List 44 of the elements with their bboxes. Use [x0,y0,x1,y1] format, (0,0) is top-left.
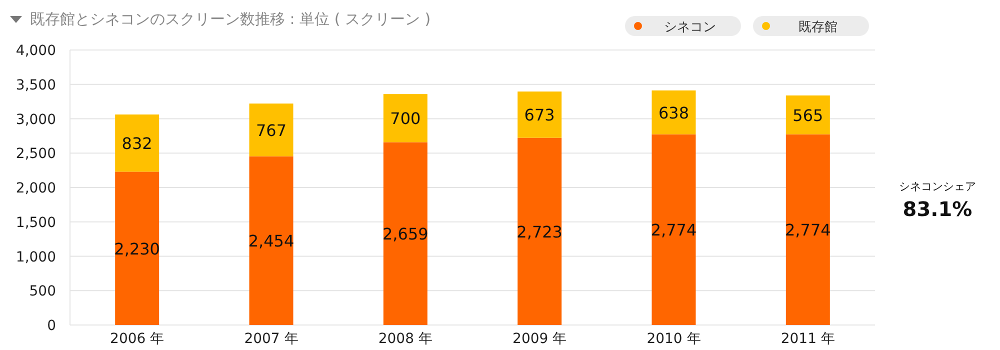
y-tick-label: 1,500 [16,214,56,231]
data-label: 2,230 [114,239,160,258]
x-tick-label: 2006 年 [110,331,164,347]
data-label: 767 [256,120,287,140]
y-tick-label: 2,500 [16,146,56,162]
bar [383,94,428,142]
y-tick-label: 4,000 [16,43,56,59]
bar [383,142,428,325]
y-tick-label: 0 [47,318,56,334]
bar [652,134,696,325]
data-label: 2,454 [248,232,294,251]
data-label: 565 [792,106,824,125]
legend-label: 既存館 [798,20,838,35]
x-tick-label: 2009 年 [512,331,567,347]
x-tick-label: 2007 年 [244,331,298,347]
y-tick-label: 3,500 [16,77,56,94]
text: 83.1% [902,197,972,221]
bar [115,172,160,325]
y-tick-label: 2,000 [16,180,56,196]
bar [249,104,294,156]
data-label: 700 [390,109,421,128]
legend-label: シネコン [664,20,716,35]
bar [518,92,562,138]
bar [786,95,830,134]
data-label: 2,774 [650,220,697,240]
y-tick-label: 3,000 [16,112,56,128]
data-label: 2,774 [785,220,831,240]
bar [518,138,562,325]
text: シネコンシェア [899,180,976,193]
chart-title: 既存館とシネコンのスクリーン数推移 : 単位 ( スクリーン ) [30,10,431,28]
bar [115,114,160,172]
data-label: 673 [524,106,555,125]
x-tick-label: 2010 年 [646,331,701,347]
bar [786,134,830,325]
data-label: 2,659 [382,224,428,244]
x-tick-label: 2011 年 [780,331,835,347]
data-label: 2,723 [516,222,562,242]
bar [249,156,294,325]
bar [652,90,696,134]
y-tick-label: 500 [29,284,56,300]
x-tick-label: 2008 年 [378,331,432,347]
data-label: 832 [122,134,152,154]
y-tick-label: 1,000 [16,249,56,266]
data-label: 638 [658,103,690,122]
